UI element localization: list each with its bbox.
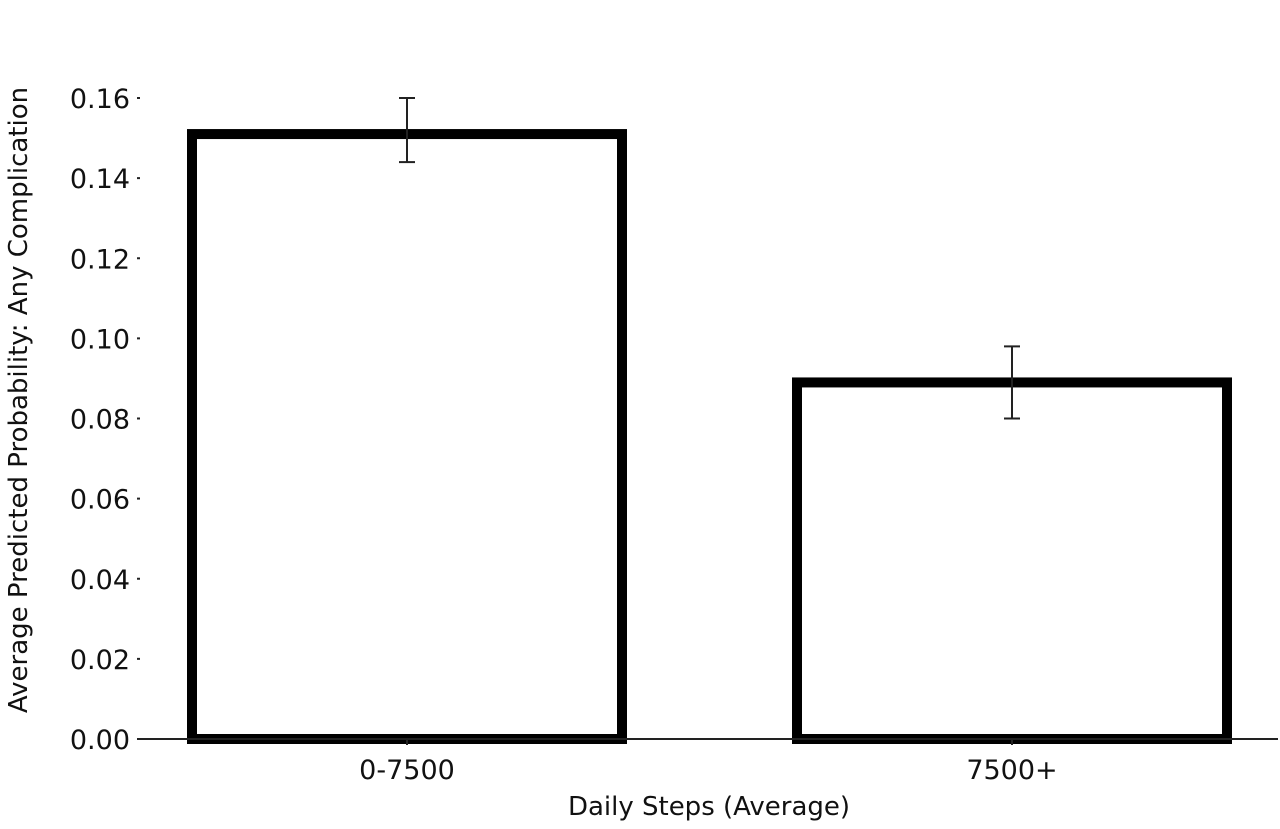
y-tick-label: 0.00: [70, 725, 130, 756]
y-tick-label: 0.02: [70, 645, 130, 676]
y-tick-label: 0.12: [70, 244, 130, 275]
error-bars: [399, 97, 1020, 420]
x-axis-title: Daily Steps (Average): [568, 792, 850, 822]
bars: [187, 129, 1232, 744]
x-tick-label: 0-7500: [359, 755, 455, 786]
bar-0-7500: [187, 129, 627, 744]
y-axis-ticks: 0.00 0.02 0.04 0.06 0.08 0.10 0.12 0.14 0.16: [70, 84, 140, 756]
y-axis-title: Average Predicted Probability: Any Compl…: [4, 87, 34, 713]
bar-7500+: [792, 377, 1232, 744]
x-axis-ticks: 0-7500 7500+: [359, 739, 1058, 786]
y-tick-label: 0.16: [70, 84, 130, 115]
x-tick-label: 7500+: [966, 755, 1057, 786]
y-tick-label: 0.08: [70, 405, 130, 436]
y-tick-label: 0.06: [70, 485, 130, 516]
y-tick-label: 0.04: [70, 565, 130, 596]
y-tick-label: 0.14: [70, 164, 130, 195]
y-tick-label: 0.10: [70, 324, 130, 355]
